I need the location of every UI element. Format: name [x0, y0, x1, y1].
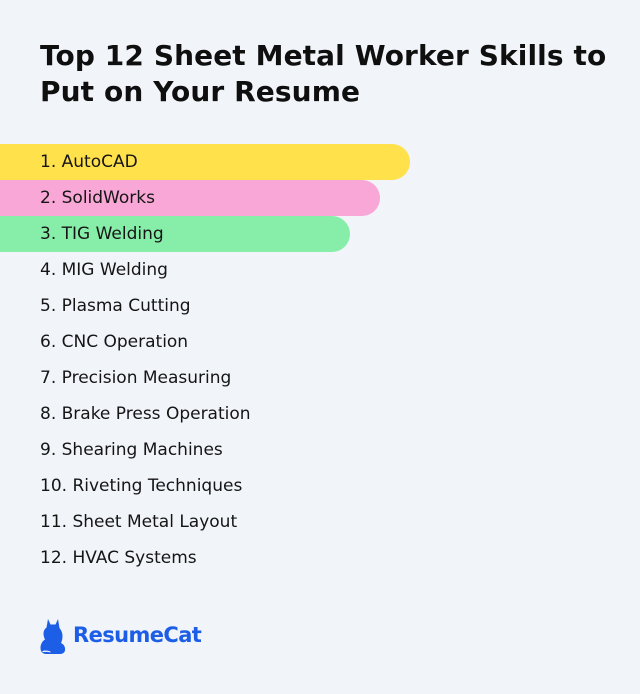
skill-item-riveting-techniques: 10. Riveting Techniques: [40, 476, 243, 496]
resumecat-logo[interactable]: ResumeCat: [40, 616, 202, 654]
skill-item-solidworks: 2. SolidWorks: [0, 180, 380, 216]
page-title: Top 12 Sheet Metal Worker Skills to Put …: [40, 39, 607, 108]
skill-item-mig-welding: 4. MIG Welding: [40, 260, 168, 280]
skill-item-brake-press-operation: 8. Brake Press Operation: [40, 404, 251, 424]
skill-item-tig-welding: 3. TIG Welding: [0, 216, 350, 252]
skill-item-autocad: 1. AutoCAD: [0, 144, 410, 180]
skills-list: 1. AutoCAD 2. SolidWorks 3. TIG Welding …: [0, 144, 640, 576]
skill-item-hvac-systems: 12. HVAC Systems: [40, 548, 197, 568]
skill-item-sheet-metal-layout: 11. Sheet Metal Layout: [40, 512, 238, 532]
logo-text: ResumeCat: [73, 623, 202, 647]
skill-item-cnc-operation: 6. CNC Operation: [40, 332, 189, 352]
skill-item-precision-measuring: 7. Precision Measuring: [40, 368, 232, 388]
skill-item-shearing-machines: 9. Shearing Machines: [40, 440, 223, 460]
skill-item-plasma-cutting: 5. Plasma Cutting: [40, 296, 191, 316]
cat-icon: [40, 619, 66, 654]
